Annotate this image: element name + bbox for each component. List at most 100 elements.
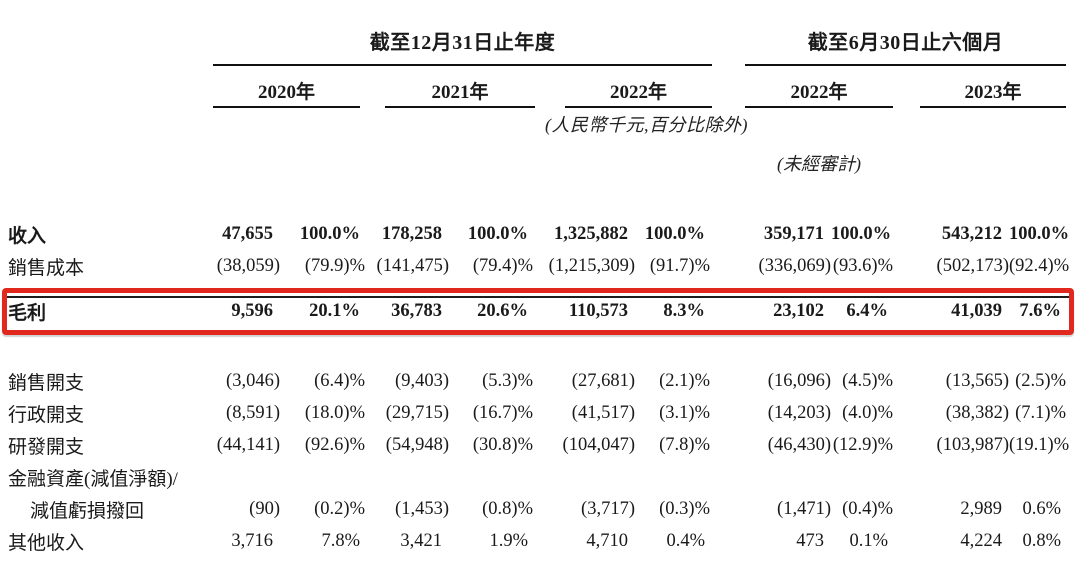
amount-cell: (27,681) — [571, 370, 635, 391]
amount-cell: (3,717) — [581, 498, 635, 519]
amount-cell: (141,475) — [376, 255, 449, 276]
percent-cell: 20.6% — [477, 301, 528, 321]
percent-cell: (79.9)% — [304, 255, 365, 276]
amount-cell: (90) — [249, 498, 280, 519]
percent-cell: (79.4)% — [472, 255, 533, 276]
row-label: 研發開支 — [8, 436, 85, 458]
year-header-2023-interim: 2023年 — [920, 77, 1066, 108]
amount-cell: (16,096) — [767, 370, 831, 391]
percent-cell: (6.4)% — [314, 370, 365, 391]
gross-profit-section: 毛利 9,596 20.1% 36,783 20.6% 110,573 8.3% 23,102… — [0, 288, 1080, 335]
amount-cell: (38,059) — [216, 255, 280, 276]
row-label: 金融資產(減值淨額)/ — [8, 468, 178, 490]
amount-cell: (41,517) — [571, 402, 635, 423]
percent-cell: (5.3)% — [482, 370, 533, 391]
percent-cell: 100.0% — [1009, 223, 1070, 244]
percent-cell: 20.1% — [309, 301, 360, 321]
percent-cell: 1.9% — [489, 530, 528, 551]
period-header-interim: 截至6月30日止六個月 — [807, 32, 1004, 54]
amount-cell: 473 — [796, 530, 824, 551]
amount-cell: (104,047) — [562, 434, 635, 455]
amount-cell: 47,655 — [222, 223, 273, 244]
percent-cell: 0.1% — [849, 530, 888, 551]
amount-cell: 36,783 — [391, 301, 442, 321]
percent-cell: (7.8)% — [659, 434, 710, 455]
year-header-2021: 2021年 — [385, 77, 535, 108]
amount-cell: 41,039 — [951, 301, 1002, 321]
percent-cell: (2.5)% — [1015, 370, 1066, 391]
row-label: 毛利 — [8, 303, 47, 324]
table-row: 金融資產(減值淨額)/ — [8, 461, 1080, 493]
percent-cell: (7.1)% — [1015, 402, 1066, 423]
amount-cell: (44,141) — [216, 434, 280, 455]
amount-cell: (13,565) — [945, 370, 1009, 391]
percent-cell: (0.8)% — [482, 498, 533, 519]
row-label: 銷售成本 — [8, 257, 85, 279]
percent-cell: (19.1)% — [1009, 434, 1070, 455]
gross-profit-row: 毛利 9,596 20.1% 36,783 20.6% 110,573 8.3% 23,102… — [8, 288, 1080, 335]
percent-cell: (92.4)% — [1009, 255, 1070, 276]
amount-cell: (14,203) — [767, 402, 831, 423]
table-row: 收入 47,655 100.0% 178,258 100.0% 1,325,882 100.… — [8, 218, 1080, 250]
table-row: 其他收入 3,716 7.8% 3,421 1.9% 4,710 0.4% 473 0.1% 4,… — [8, 525, 1080, 557]
table-row: 減值虧損撥回 (90) (0.2)% (1,453) (0.8)% (3,717) (0.3… — [8, 493, 1080, 525]
table-row: 研發開支 (44,141) (92.6)% (54,948) (30.8)% (104,0… — [8, 429, 1080, 461]
amount-cell: (103,987) — [936, 434, 1009, 455]
amount-cell: 4,710 — [586, 530, 628, 551]
table-header: 截至12月31日止年度 截至6月30日止六個月 2020年 2021年 2022… — [0, 0, 1080, 218]
amount-cell: 359,171 — [763, 223, 824, 244]
amount-cell: (29,715) — [385, 402, 449, 423]
amount-cell: (46,430) — [767, 434, 831, 455]
section-gap — [8, 335, 1080, 365]
percent-cell: (0.4)% — [842, 498, 893, 519]
amount-cell: 178,258 — [381, 223, 442, 244]
percent-cell: 0.4% — [666, 530, 705, 551]
amount-cell: 3,716 — [231, 530, 273, 551]
table-row: 銷售開支 (3,046) (6.4)% (9,403) (5.3)% (27,681) (2… — [8, 365, 1080, 397]
percent-cell: 0.6% — [1022, 498, 1061, 519]
amount-cell: 4,224 — [960, 530, 1002, 551]
amount-cell: (336,069) — [758, 255, 831, 276]
percent-cell: (12.9)% — [832, 434, 893, 455]
amount-cell: 3,421 — [400, 530, 442, 551]
year-header-2020: 2020年 — [213, 77, 360, 108]
row-label: 銷售開支 — [8, 372, 85, 394]
percent-cell: 6.4% — [846, 301, 888, 321]
unaudited-note: (未經審計) — [777, 154, 861, 174]
percent-cell: 0.8% — [1022, 530, 1061, 551]
amount-cell: 9,596 — [231, 301, 273, 321]
table-row: 銷售成本 (38,059) (79.9)% (141,475) (79.4)% (1,21… — [8, 250, 1080, 282]
percent-cell: (91.7)% — [649, 255, 710, 276]
percent-cell: (92.6)% — [304, 434, 365, 455]
percent-cell: 7.6% — [1019, 301, 1061, 321]
amount-cell: (502,173) — [936, 255, 1009, 276]
percent-cell: (16.7)% — [472, 402, 533, 423]
percent-cell: (3.1)% — [659, 402, 710, 423]
interim-header-rule — [745, 64, 1066, 66]
annual-header-rule — [213, 64, 712, 66]
row-label: 其他收入 — [8, 532, 85, 554]
percent-cell: 7.8% — [321, 530, 360, 551]
percent-cell: (2.1)% — [659, 370, 710, 391]
row-label: 行政開支 — [8, 404, 85, 426]
amount-cell: 543,212 — [941, 223, 1002, 244]
amount-cell: (3,046) — [226, 370, 280, 391]
percent-cell: 100.0% — [299, 223, 360, 244]
row-label: 減值虧損撥回 — [30, 500, 145, 522]
percent-cell: 100.0% — [467, 223, 528, 244]
percent-cell: 100.0% — [644, 223, 705, 244]
percent-cell: (0.2)% — [314, 498, 365, 519]
table-body: 收入 47,655 100.0% 178,258 100.0% 1,325,882 100.… — [0, 218, 1080, 557]
row-label: 收入 — [8, 225, 47, 247]
table-rule — [4, 296, 1072, 298]
amount-cell: (8,591) — [226, 402, 280, 423]
percent-cell: 8.3% — [663, 301, 705, 321]
amount-cell: 110,573 — [568, 301, 628, 321]
percent-cell: (30.8)% — [472, 434, 533, 455]
amount-cell: 1,325,882 — [554, 223, 628, 244]
percent-cell: 100.0% — [831, 223, 892, 244]
currency-unit-note: (人民幣千元,百分比除外) — [545, 115, 748, 135]
percent-cell: (4.5)% — [842, 370, 893, 391]
period-header-annual: 截至12月31日止年度 — [369, 32, 556, 54]
